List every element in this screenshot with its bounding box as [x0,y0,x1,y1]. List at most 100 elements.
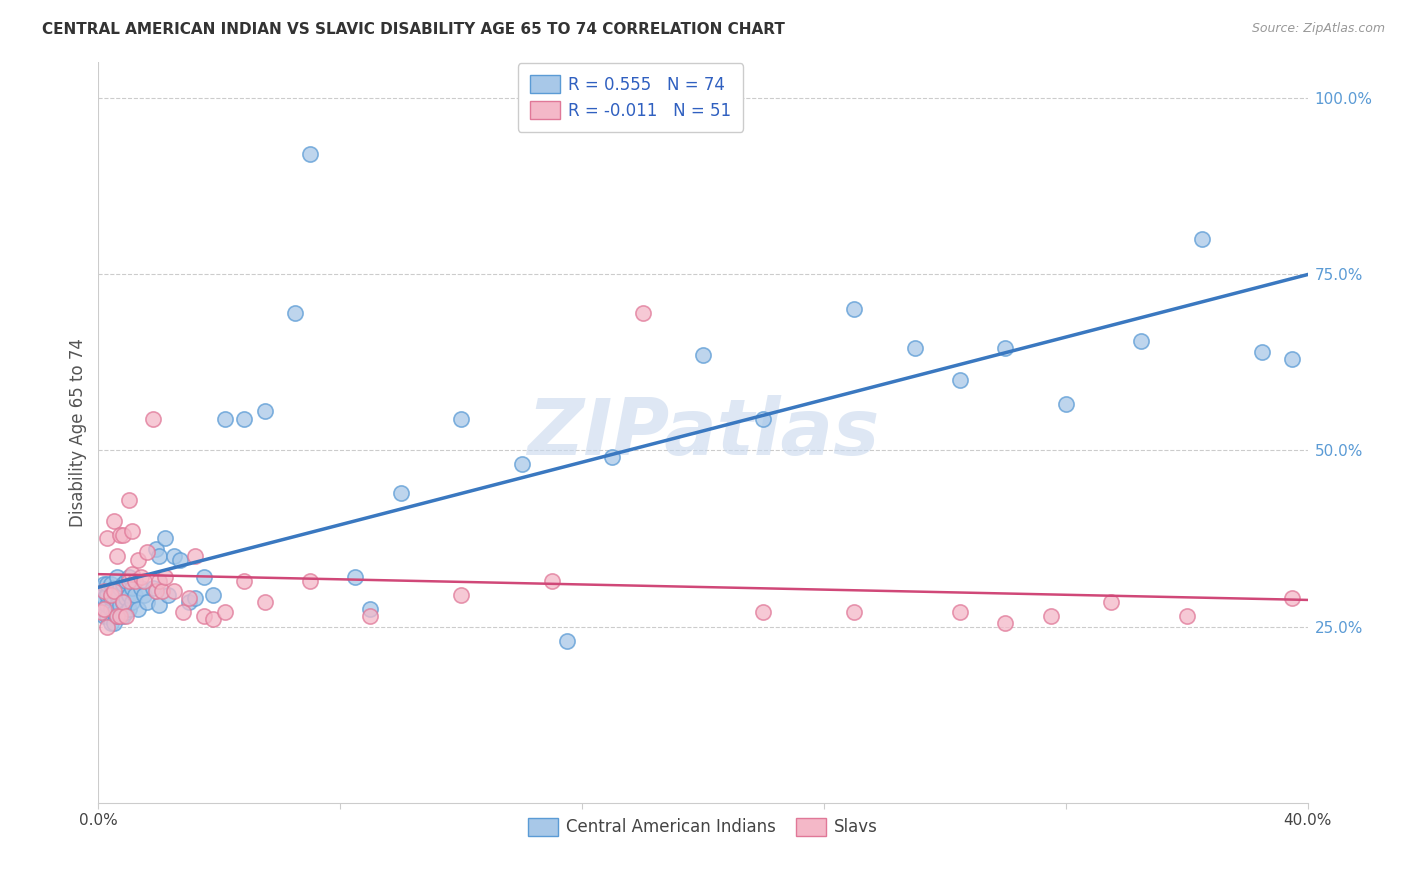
Point [540,574,562,588]
Point [153,570,176,584]
Point [103,606,125,620]
Point [114,609,136,624]
Point [142,411,165,425]
Point [1099,595,1122,609]
Point [253,404,276,418]
Point [114,574,136,588]
Point [145,541,167,556]
Point [1175,609,1198,624]
Point [93,577,115,591]
Point [90,595,112,609]
Point [96,619,118,633]
Point [96,577,118,591]
Point [202,588,225,602]
Point [148,574,170,588]
Point [450,588,472,602]
Point [111,595,134,609]
Point [100,577,122,591]
Point [214,411,236,425]
Point [124,588,146,602]
Point [1251,344,1274,359]
Point [692,348,714,362]
Point [93,591,115,606]
Point [344,570,367,584]
Point [156,588,179,602]
Point [132,588,155,602]
Point [904,341,927,355]
Point [129,570,152,584]
Point [510,458,533,472]
Text: ZIPatlas: ZIPatlas [527,394,879,471]
Point [111,528,134,542]
Point [105,609,128,624]
Point [184,591,207,606]
Point [450,411,472,425]
Point [90,581,112,595]
Point [118,492,141,507]
Point [118,570,141,584]
Point [108,599,131,613]
Point [96,532,118,546]
Point [127,602,149,616]
Point [232,411,254,425]
Point [148,599,170,613]
Point [93,609,115,624]
Point [172,606,194,620]
Point [949,606,972,620]
Point [105,609,128,624]
Point [994,615,1017,630]
Point [389,485,412,500]
Point [150,584,173,599]
Point [103,591,125,606]
Point [105,570,128,584]
Point [1054,397,1077,411]
Point [169,552,191,566]
Point [752,606,775,620]
Point [202,612,225,626]
Point [360,609,382,624]
Point [193,570,215,584]
Point [844,302,866,317]
Point [121,581,143,595]
Point [163,584,186,599]
Point [752,411,775,425]
Point [96,609,118,624]
Point [105,599,128,613]
Point [100,588,122,602]
Point [602,450,624,465]
Point [96,599,118,613]
Point [90,606,112,620]
Point [184,549,207,563]
Point [132,574,155,588]
Point [121,595,143,609]
Point [114,591,136,606]
Point [103,581,125,595]
Point [118,574,141,588]
Point [100,591,122,606]
Point [108,581,131,595]
Point [179,591,201,606]
Point [111,577,134,591]
Point [108,528,131,542]
Point [111,595,134,609]
Point [153,532,176,546]
Point [1281,591,1303,606]
Point [1039,609,1062,624]
Y-axis label: Disability Age 65 to 74: Disability Age 65 to 74 [69,338,87,527]
Point [145,584,167,599]
Point [299,147,322,161]
Point [284,306,307,320]
Point [127,552,149,566]
Point [121,524,143,539]
Point [135,545,157,559]
Point [103,584,125,599]
Point [994,341,1017,355]
Point [148,549,170,563]
Point [949,373,972,387]
Point [135,595,157,609]
Point [555,633,578,648]
Text: Source: ZipAtlas.com: Source: ZipAtlas.com [1251,22,1385,36]
Point [193,609,215,624]
Point [1130,334,1153,348]
Point [179,595,201,609]
